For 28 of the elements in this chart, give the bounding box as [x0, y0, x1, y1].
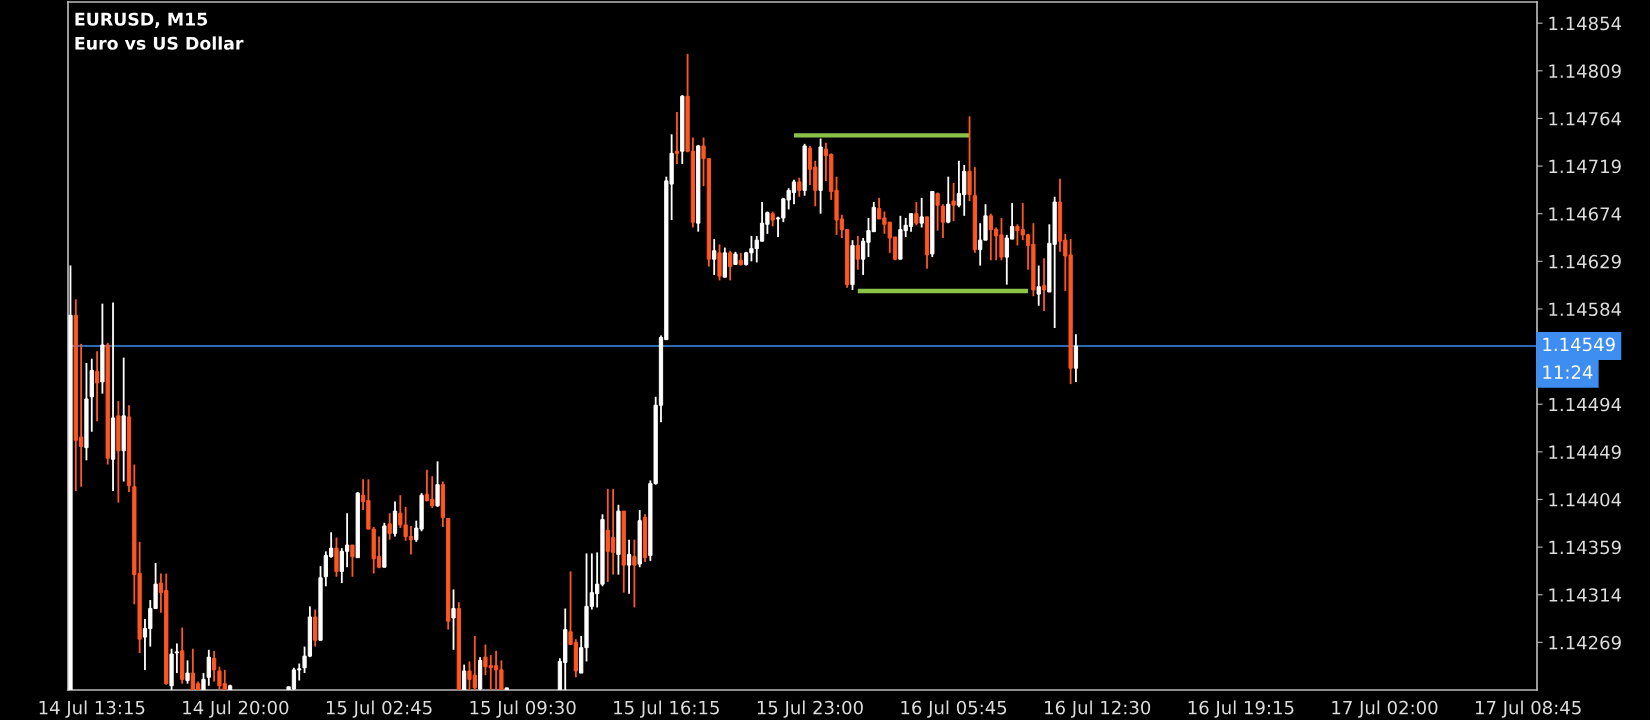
y-tick-label: 1.14719 [1549, 159, 1621, 174]
x-tick-label: 15 Jul 02:45 [326, 700, 432, 718]
y-tick-label: 1.14854 [1549, 16, 1622, 31]
y-tick-label: 1.14314 [1549, 588, 1622, 602]
x-tick-label: 14 Jul 20:00 [183, 700, 289, 718]
y-tick-label: 1.14629 [1549, 254, 1621, 269]
y-tick-label: 1.14449 [1549, 445, 1621, 459]
text: Euro vs US Dollar [75, 36, 244, 50]
text: 11:24 [1543, 365, 1593, 379]
x-tick-label: 16 Jul 12:30 [1045, 700, 1151, 718]
ref-line-label: 1.14549 [1543, 337, 1615, 352]
text: EURUSD, M15 [75, 12, 208, 28]
x-tick-label: 16 Jul 05:45 [901, 700, 1007, 718]
x-tick-label: 17 Jul 02:00 [1332, 700, 1438, 718]
x-tick-label: 17 Jul 08:45 [1475, 700, 1581, 718]
x-tick-label: 14 Jul 13:15 [39, 700, 145, 718]
x-tick-label: 15 Jul 23:00 [757, 700, 863, 718]
y-tick-label: 1.14674 [1549, 207, 1622, 221]
y-tick-label: 1.14584 [1549, 302, 1622, 317]
y-tick-label: 1.14494 [1549, 397, 1622, 412]
y-tick-label: 1.14809 [1549, 64, 1621, 78]
x-tick-label: 15 Jul 16:15 [614, 700, 719, 718]
y-tick-label: 1.14764 [1549, 111, 1622, 126]
x-tick-label: 16 Jul 19:15 [1188, 700, 1294, 718]
x-tick-label: 15 Jul 09:30 [470, 700, 576, 718]
y-tick-label: 1.14404 [1549, 492, 1622, 507]
y-tick-label: 1.14359 [1549, 540, 1621, 555]
y-tick-label: 1.14269 [1549, 635, 1621, 650]
